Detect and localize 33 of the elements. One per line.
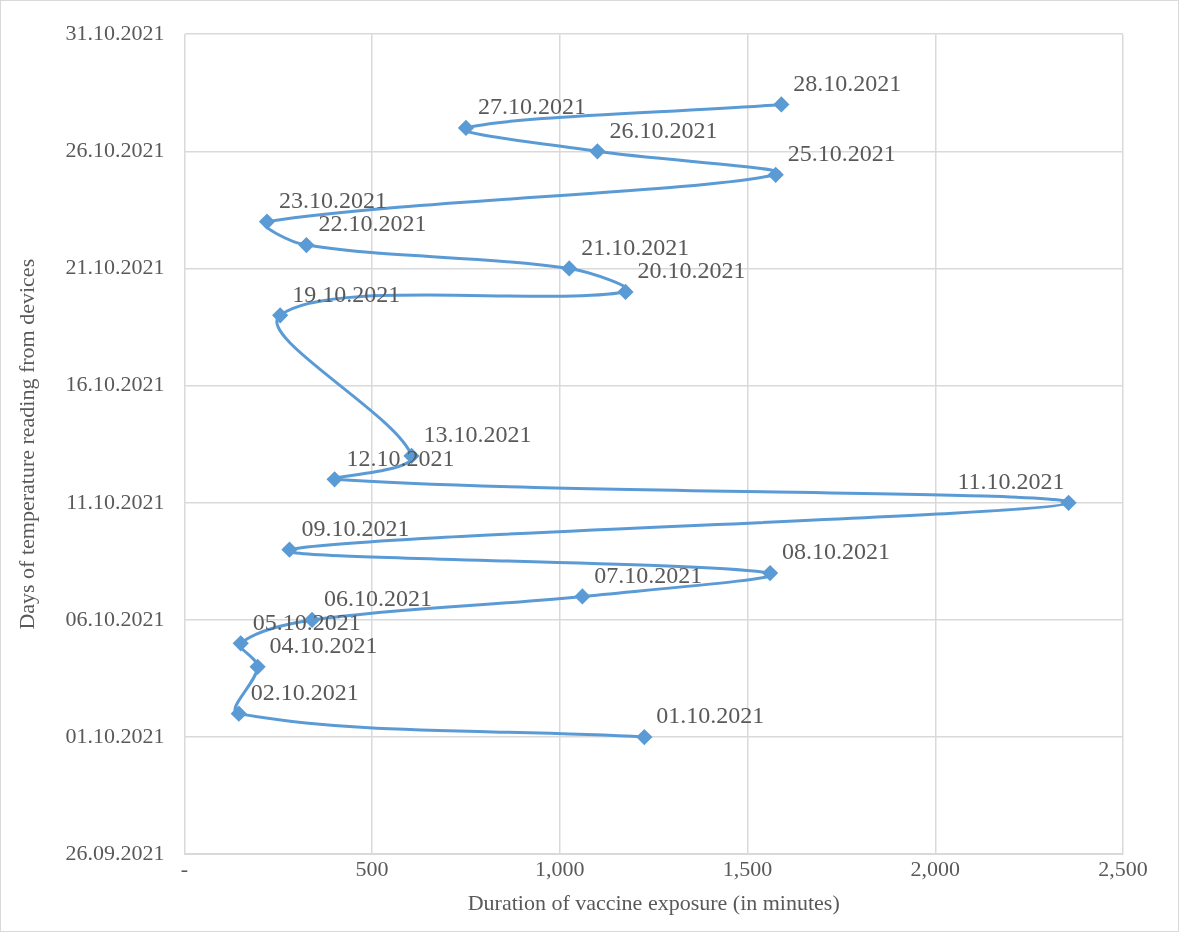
y-tick-label: 26.10.2021	[65, 137, 165, 163]
annotation: 27.10.2021	[477, 93, 586, 120]
y-tick-label: 31.10.2021	[65, 19, 165, 45]
annotation: 28.10.2021	[793, 69, 902, 96]
annotation: 02.10.2021	[250, 678, 359, 705]
annotation: 01.10.2021	[656, 702, 765, 729]
annotation: 06.10.2021	[324, 585, 433, 612]
annotation: 22.10.2021	[318, 210, 427, 237]
annotation: 26.10.2021	[609, 116, 718, 143]
annotation: 20.10.2021	[637, 257, 746, 284]
y-tick-label: 21.10.2021	[65, 254, 165, 280]
x-tick-label: 1,000	[535, 856, 585, 882]
x-axis-title: Duration of vaccine exposure (in minutes)	[467, 889, 840, 915]
y-axis-title: Days of temperature reading from devices	[13, 258, 39, 630]
annotation: 13.10.2021	[423, 421, 532, 448]
x-tick-label: 2,500	[1098, 856, 1148, 882]
annotation: 21.10.2021	[581, 233, 690, 260]
y-tick-label: 11.10.2021	[66, 488, 165, 514]
annotation: 23.10.2021	[279, 186, 387, 213]
annotation: 04.10.2021	[269, 632, 378, 659]
annotation: 07.10.2021	[594, 561, 703, 588]
y-tick-label: 16.10.2021	[65, 371, 165, 397]
annotation: 08.10.2021	[782, 538, 891, 565]
annotation: 09.10.2021	[301, 514, 410, 541]
annotation: 25.10.2021	[787, 140, 896, 167]
x-tick-label: 500	[355, 856, 389, 882]
y-tick-label: 01.10.2021	[65, 722, 165, 748]
y-tick-label: 06.10.2021	[65, 605, 165, 631]
x-tick-label: 1,500	[722, 856, 773, 882]
y-tick-label: 26.09.2021	[65, 839, 165, 865]
x-tick-label: 2,000	[910, 856, 961, 882]
x-tick-label: -	[180, 856, 189, 882]
annotation: 11.10.2021	[957, 468, 1065, 495]
